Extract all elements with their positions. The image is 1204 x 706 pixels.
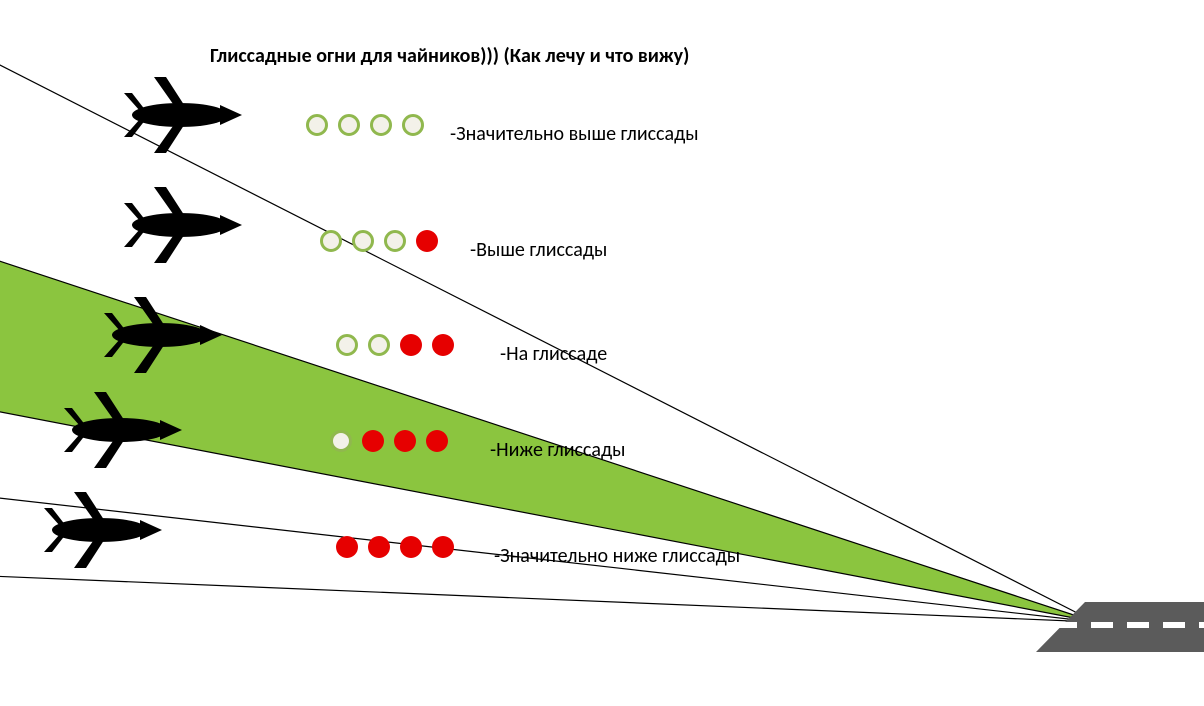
papi-light-white — [306, 114, 328, 136]
row-label-1: -Выше глиссады — [470, 238, 607, 262]
papi-lights-row-2 — [336, 334, 454, 356]
papi-light-white — [336, 334, 358, 356]
papi-light-red — [426, 430, 448, 452]
papi-light-red — [416, 230, 438, 252]
papi-light-white — [370, 114, 392, 136]
papi-light-white — [368, 334, 390, 356]
papi-light-white — [330, 430, 352, 452]
papi-light-white — [338, 114, 360, 136]
row-label-4: -Значительно ниже глиссады — [494, 544, 740, 568]
row-label-3: -Ниже глиссады — [490, 438, 625, 462]
papi-light-red — [336, 536, 358, 558]
airplane-icon — [44, 492, 162, 568]
papi-light-red — [368, 536, 390, 558]
airplane-icon — [124, 77, 242, 153]
papi-light-white — [384, 230, 406, 252]
papi-light-red — [432, 334, 454, 356]
papi-light-red — [400, 536, 422, 558]
papi-light-red — [432, 536, 454, 558]
airplane-icon — [124, 187, 242, 263]
papi-light-white — [402, 114, 424, 136]
papi-lights-row-1 — [320, 230, 438, 252]
diagram-title: Глиссадные огни для чайников))) (Как леч… — [210, 44, 689, 68]
papi-light-red — [362, 430, 384, 452]
papi-light-white — [320, 230, 342, 252]
papi-light-red — [394, 430, 416, 452]
papi-light-red — [400, 334, 422, 356]
diagram-stage: Глиссадные огни для чайников))) (Как леч… — [0, 0, 1204, 706]
papi-lights-row-3 — [330, 430, 448, 452]
papi-light-white — [352, 230, 374, 252]
papi-lights-row-4 — [336, 536, 454, 558]
papi-lights-row-0 — [306, 114, 424, 136]
row-label-2: -На глиссаде — [500, 342, 607, 366]
row-label-0: -Значительно выше глиссады — [450, 122, 699, 146]
